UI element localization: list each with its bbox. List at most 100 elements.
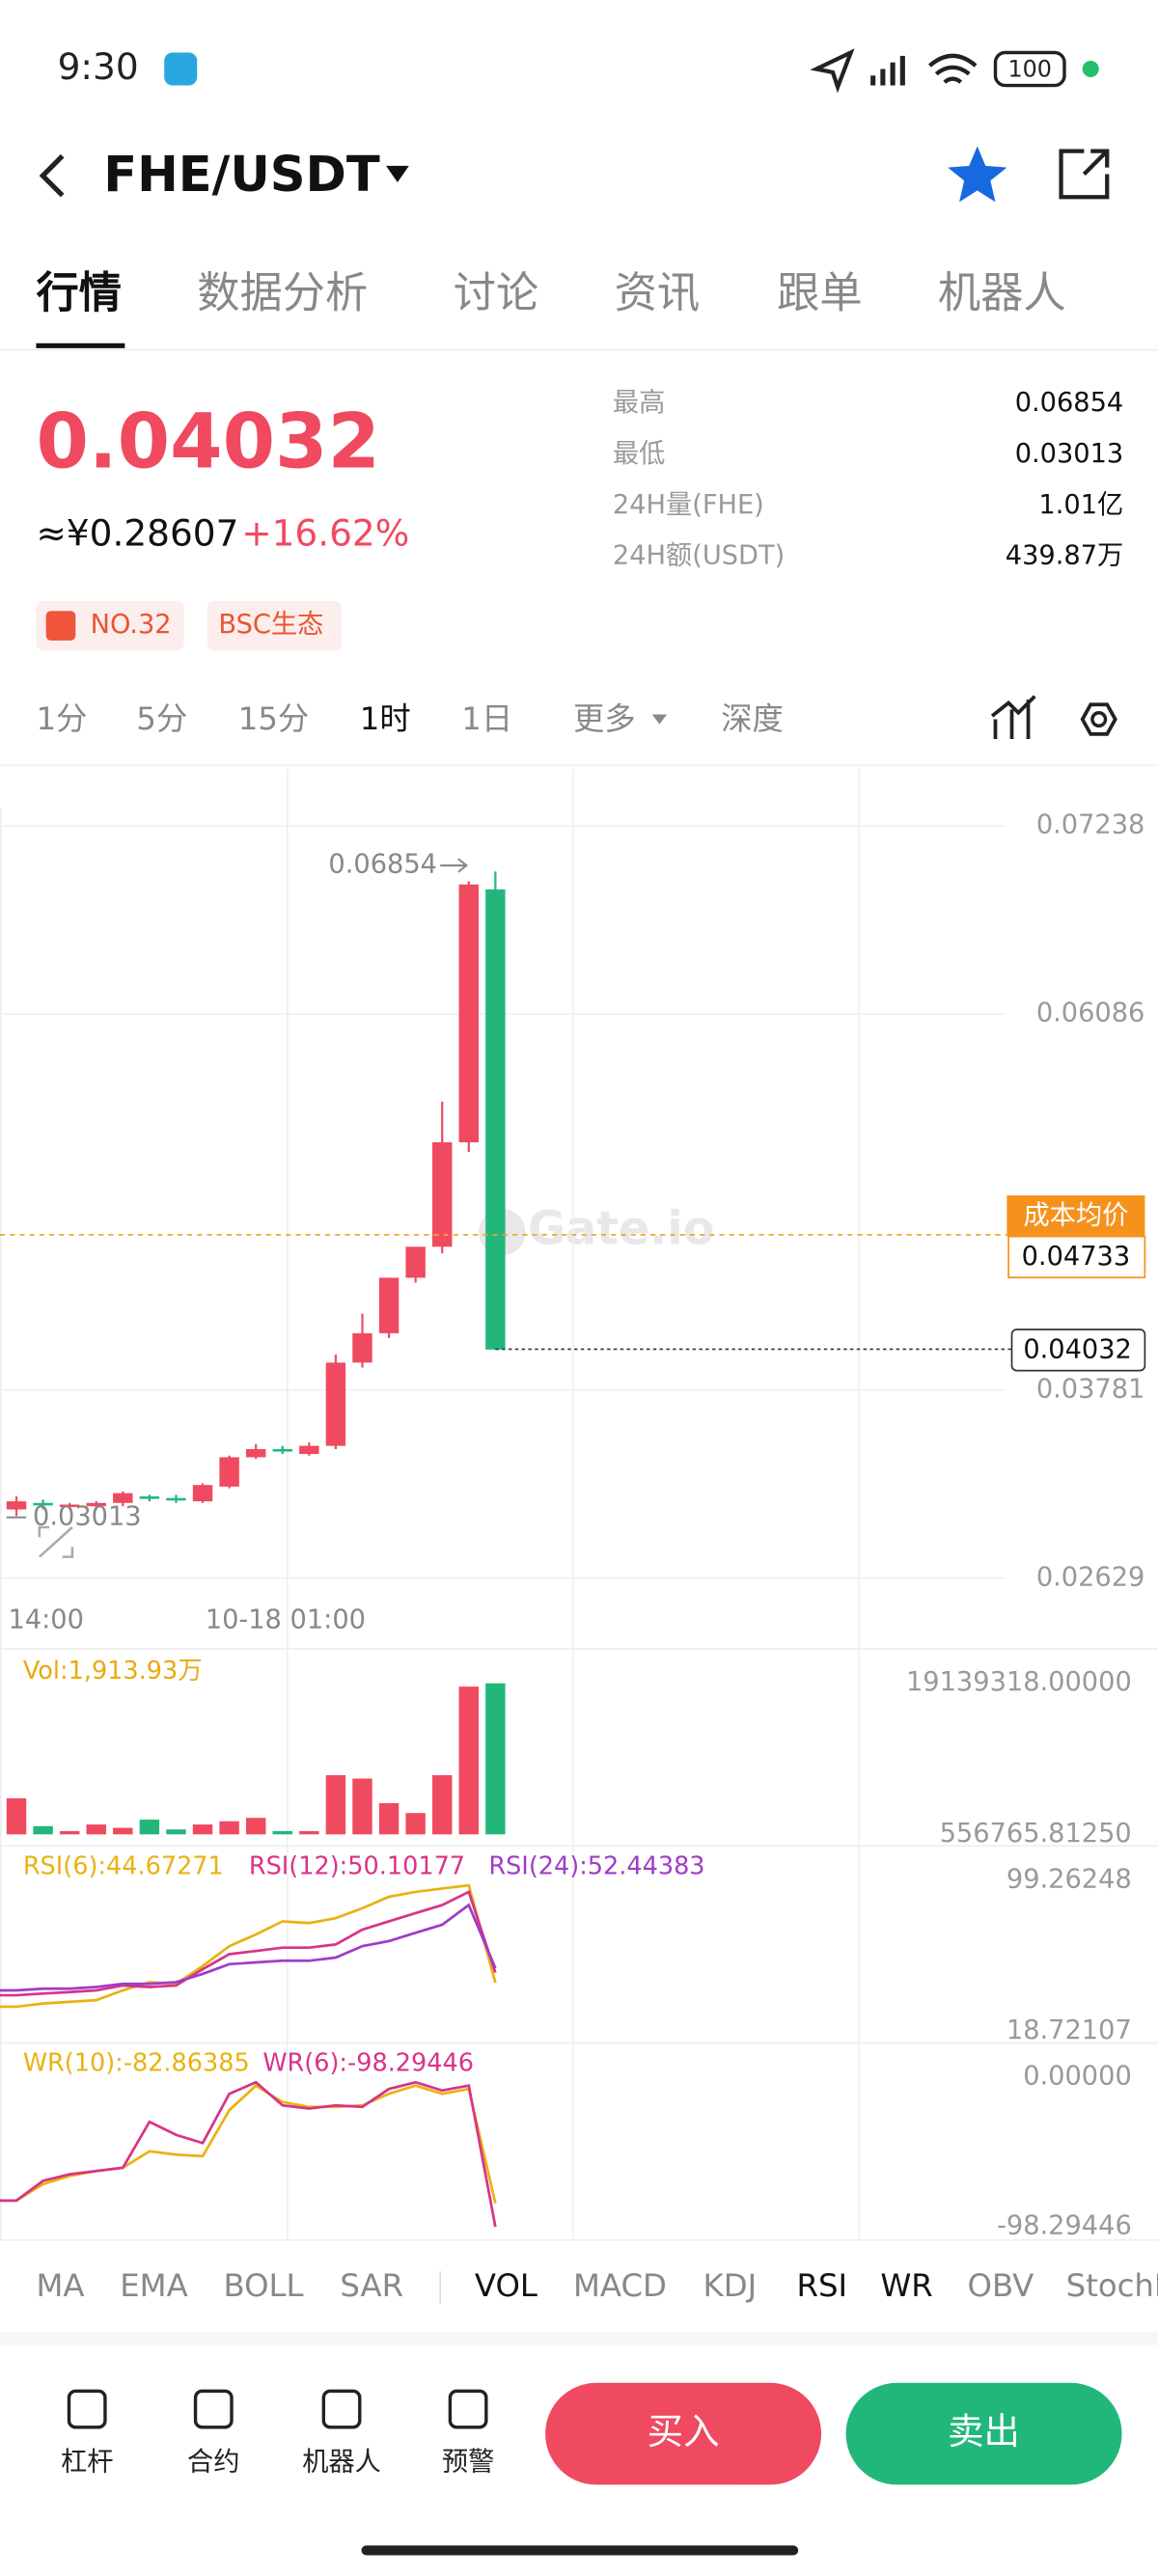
y-tick-label: 556765.81250	[940, 1819, 1132, 1849]
tab[interactable]: 数据分析	[197, 268, 368, 317]
bottom-separator	[0, 2332, 1158, 2345]
indicator-tab[interactable]: MACD	[573, 2267, 667, 2304]
watermark: ⬤Gate.io	[477, 1203, 715, 1256]
sell-button[interactable]	[845, 2382, 1122, 2485]
tag-box	[207, 601, 343, 651]
legend-entry: RSI(12):50.10177	[249, 1851, 465, 1880]
indicator-tab[interactable]: WR	[880, 2267, 932, 2304]
interval-tab[interactable]: 1分	[36, 700, 87, 737]
favorite-star[interactable]	[948, 146, 1007, 203]
candle-body	[219, 1457, 239, 1487]
indicator-tab[interactable]: SAR	[340, 2267, 403, 2304]
interval-tab[interactable]: 5分	[136, 700, 187, 737]
candle-body	[6, 1501, 27, 1510]
indicator-line	[0, 1890, 497, 1997]
indicator-tab[interactable]: StochRSI	[1066, 2267, 1158, 2304]
price-change: +16.62%	[241, 511, 409, 554]
high-annotation: 0.06854	[328, 850, 437, 880]
y-tick-label: 99.26248	[1006, 1864, 1132, 1894]
tab[interactable]: 讨论	[454, 268, 539, 317]
sell-label[interactable]: 卖出	[948, 2410, 1020, 2453]
tool-label[interactable]: 机器人	[302, 2448, 381, 2478]
buy-button[interactable]	[545, 2382, 822, 2485]
volume-bar	[245, 1818, 266, 1835]
tab[interactable]: 跟单	[777, 268, 863, 317]
volume-bar	[219, 1821, 239, 1835]
settings-icon[interactable]	[1080, 702, 1117, 736]
y-tick-label: 0.07238	[1036, 810, 1145, 840]
volume-bar	[299, 1830, 319, 1835]
tool-icon[interactable]	[321, 2389, 362, 2429]
buy-label[interactable]: 买入	[648, 2410, 720, 2453]
legend-entry: RSI(24):52.44383	[488, 1851, 704, 1880]
settings-icon-dot[interactable]	[1090, 711, 1108, 728]
volume-bar	[139, 1820, 160, 1835]
volume-bar	[378, 1802, 400, 1835]
last-price-tag: 0.04032	[1023, 1335, 1132, 1365]
indicator-line	[0, 1903, 497, 1992]
volume-bar	[113, 1827, 133, 1835]
tab[interactable]: 行情	[36, 268, 122, 317]
tab[interactable]: 资讯	[615, 268, 701, 317]
indicator-tab[interactable]: MA	[36, 2267, 84, 2304]
x-tick-label: 14:00	[9, 1605, 84, 1635]
pair-title[interactable]: FHE/USDT	[103, 147, 380, 204]
tool-icon[interactable]	[448, 2389, 488, 2429]
candle-body	[299, 1445, 319, 1455]
interval-tab[interactable]: 更多	[573, 700, 636, 737]
panel-title: Vol:1,913.93万	[23, 1657, 203, 1685]
interval-tab[interactable]: 15分	[238, 700, 309, 737]
y-tick-label: 19139318.00000	[906, 1667, 1132, 1697]
last-price-box	[1010, 1329, 1146, 1372]
stat-label: 最低	[613, 439, 665, 469]
indicator-tab[interactable]: RSI	[797, 2267, 848, 2304]
status-time: 9:30	[58, 45, 139, 88]
interval-tab[interactable]: 1时	[360, 700, 411, 737]
battery	[993, 50, 1066, 88]
tool-icon[interactable]	[193, 2389, 234, 2429]
interval-tab[interactable]: 1日	[461, 700, 512, 737]
volume-bar	[166, 1829, 186, 1835]
y-tick-label: 0.03781	[1036, 1374, 1145, 1404]
stat-label: 最高	[613, 388, 665, 418]
more-caret[interactable]	[651, 714, 668, 725]
indicator-tab[interactable]: VOL	[475, 2267, 538, 2304]
low-annotation: 0.03013	[33, 1501, 142, 1531]
candle-body	[325, 1362, 346, 1446]
candle-body	[378, 1277, 400, 1333]
indicator-line	[0, 2080, 497, 2228]
tool-label[interactable]: 合约	[187, 2448, 239, 2478]
indicator-tab[interactable]: OBV	[968, 2267, 1034, 2304]
candle-body	[86, 1502, 106, 1507]
location-icon	[810, 48, 855, 94]
tool-label[interactable]: 预警	[442, 2448, 494, 2478]
app-icon	[164, 52, 198, 86]
volume-bar	[59, 1830, 80, 1835]
tool-icon[interactable]	[67, 2389, 107, 2429]
volume-bar	[485, 1683, 506, 1835]
back-button[interactable]	[39, 153, 65, 198]
volume-bar	[325, 1775, 346, 1835]
pair-dropdown[interactable]	[386, 165, 409, 182]
candle-body	[113, 1493, 133, 1503]
candle-body	[192, 1485, 213, 1502]
share-button[interactable]	[1059, 149, 1110, 200]
candle-body	[352, 1332, 372, 1363]
interval-tab[interactable]: 深度	[721, 700, 784, 737]
candle-body	[33, 1502, 53, 1506]
indicator-tab[interactable]: EMA	[120, 2267, 187, 2304]
expand-icon[interactable]	[38, 1525, 74, 1558]
volume-bar	[192, 1824, 213, 1835]
cost-value: 0.04733	[1022, 1242, 1131, 1272]
tool-label[interactable]: 杠杆	[61, 2448, 113, 2478]
candle-body	[139, 1496, 160, 1499]
status-dot	[1082, 61, 1099, 78]
indicator-tab[interactable]: KDJ	[703, 2267, 758, 2304]
indicator-tab[interactable]: BOLL	[223, 2267, 303, 2304]
indicator-icon[interactable]	[990, 695, 1036, 739]
volume-bar	[6, 1797, 27, 1835]
battery-level: 100	[1008, 56, 1052, 83]
tab[interactable]: 机器人	[938, 268, 1066, 317]
